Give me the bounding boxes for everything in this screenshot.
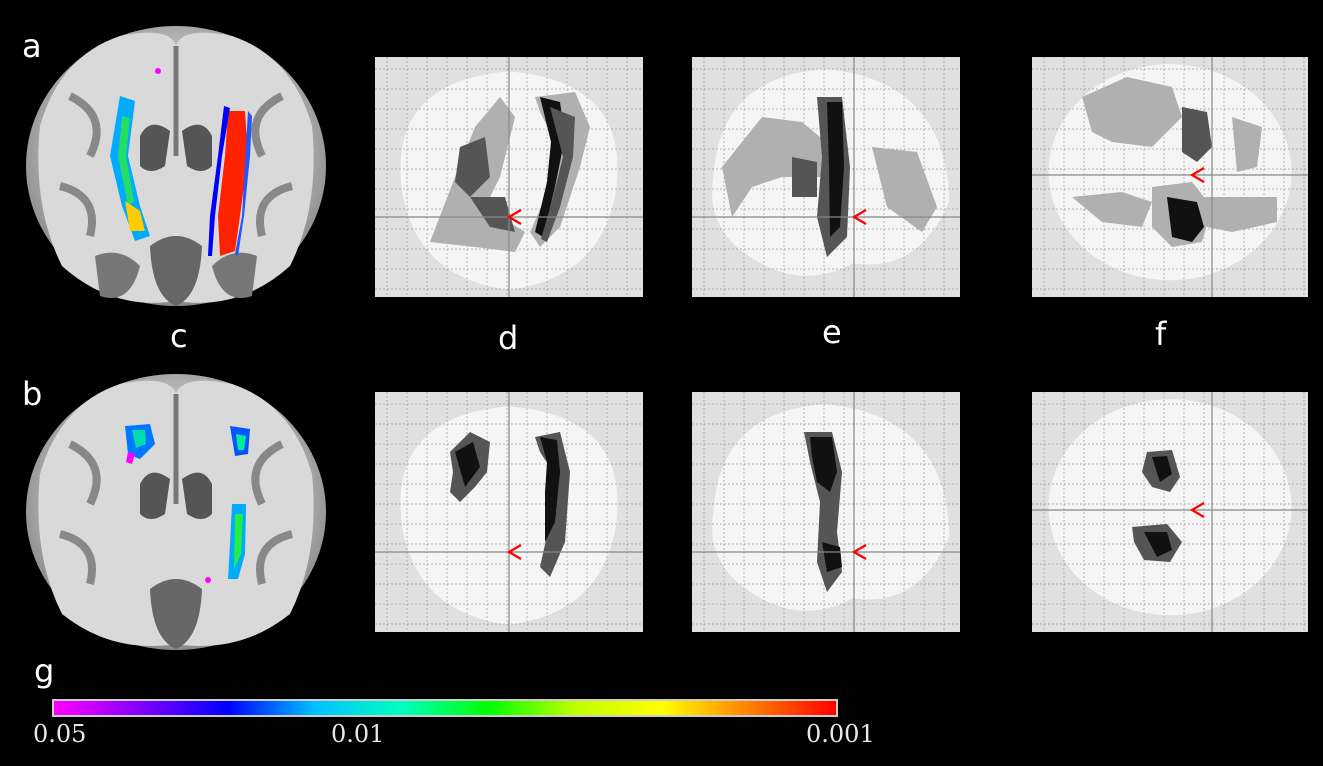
red-chevron-marker-icon (1189, 167, 1205, 183)
label-e: e (822, 313, 842, 351)
colorbar-tick-1: 0.01 (331, 720, 385, 748)
colorbar-tick-0: 0.05 (33, 720, 87, 748)
activation-clusters (450, 432, 570, 577)
red-chevron-marker-icon (1189, 502, 1205, 518)
label-b: b (22, 375, 43, 413)
glass-brain-f-bottom (1032, 392, 1308, 632)
glass-brain-e-top (692, 57, 960, 297)
glass-brain-e-bottom (692, 392, 960, 632)
glass-brain-d-bottom (375, 392, 643, 632)
activation-clusters (430, 92, 590, 252)
glass-brain-f-top (1032, 57, 1308, 297)
red-chevron-marker-icon (851, 209, 867, 225)
red-chevron-marker-icon (506, 544, 522, 560)
label-d: d (498, 319, 519, 357)
coronal-slice-a (26, 26, 326, 306)
label-a: a (22, 27, 42, 65)
colorbar-tick-2: 0.001 (806, 720, 875, 748)
coronal-slice-b (26, 374, 326, 650)
label-c: c (170, 317, 188, 355)
label-g: g (34, 652, 55, 690)
activation-clusters (722, 97, 937, 257)
red-chevron-marker-icon (506, 209, 522, 225)
colorbar (52, 699, 838, 717)
activation-clusters (1072, 77, 1277, 247)
label-f: f (1155, 315, 1167, 353)
glass-brain-d-top (375, 57, 643, 297)
activation-clusters (1132, 450, 1182, 562)
red-chevron-marker-icon (851, 544, 867, 560)
